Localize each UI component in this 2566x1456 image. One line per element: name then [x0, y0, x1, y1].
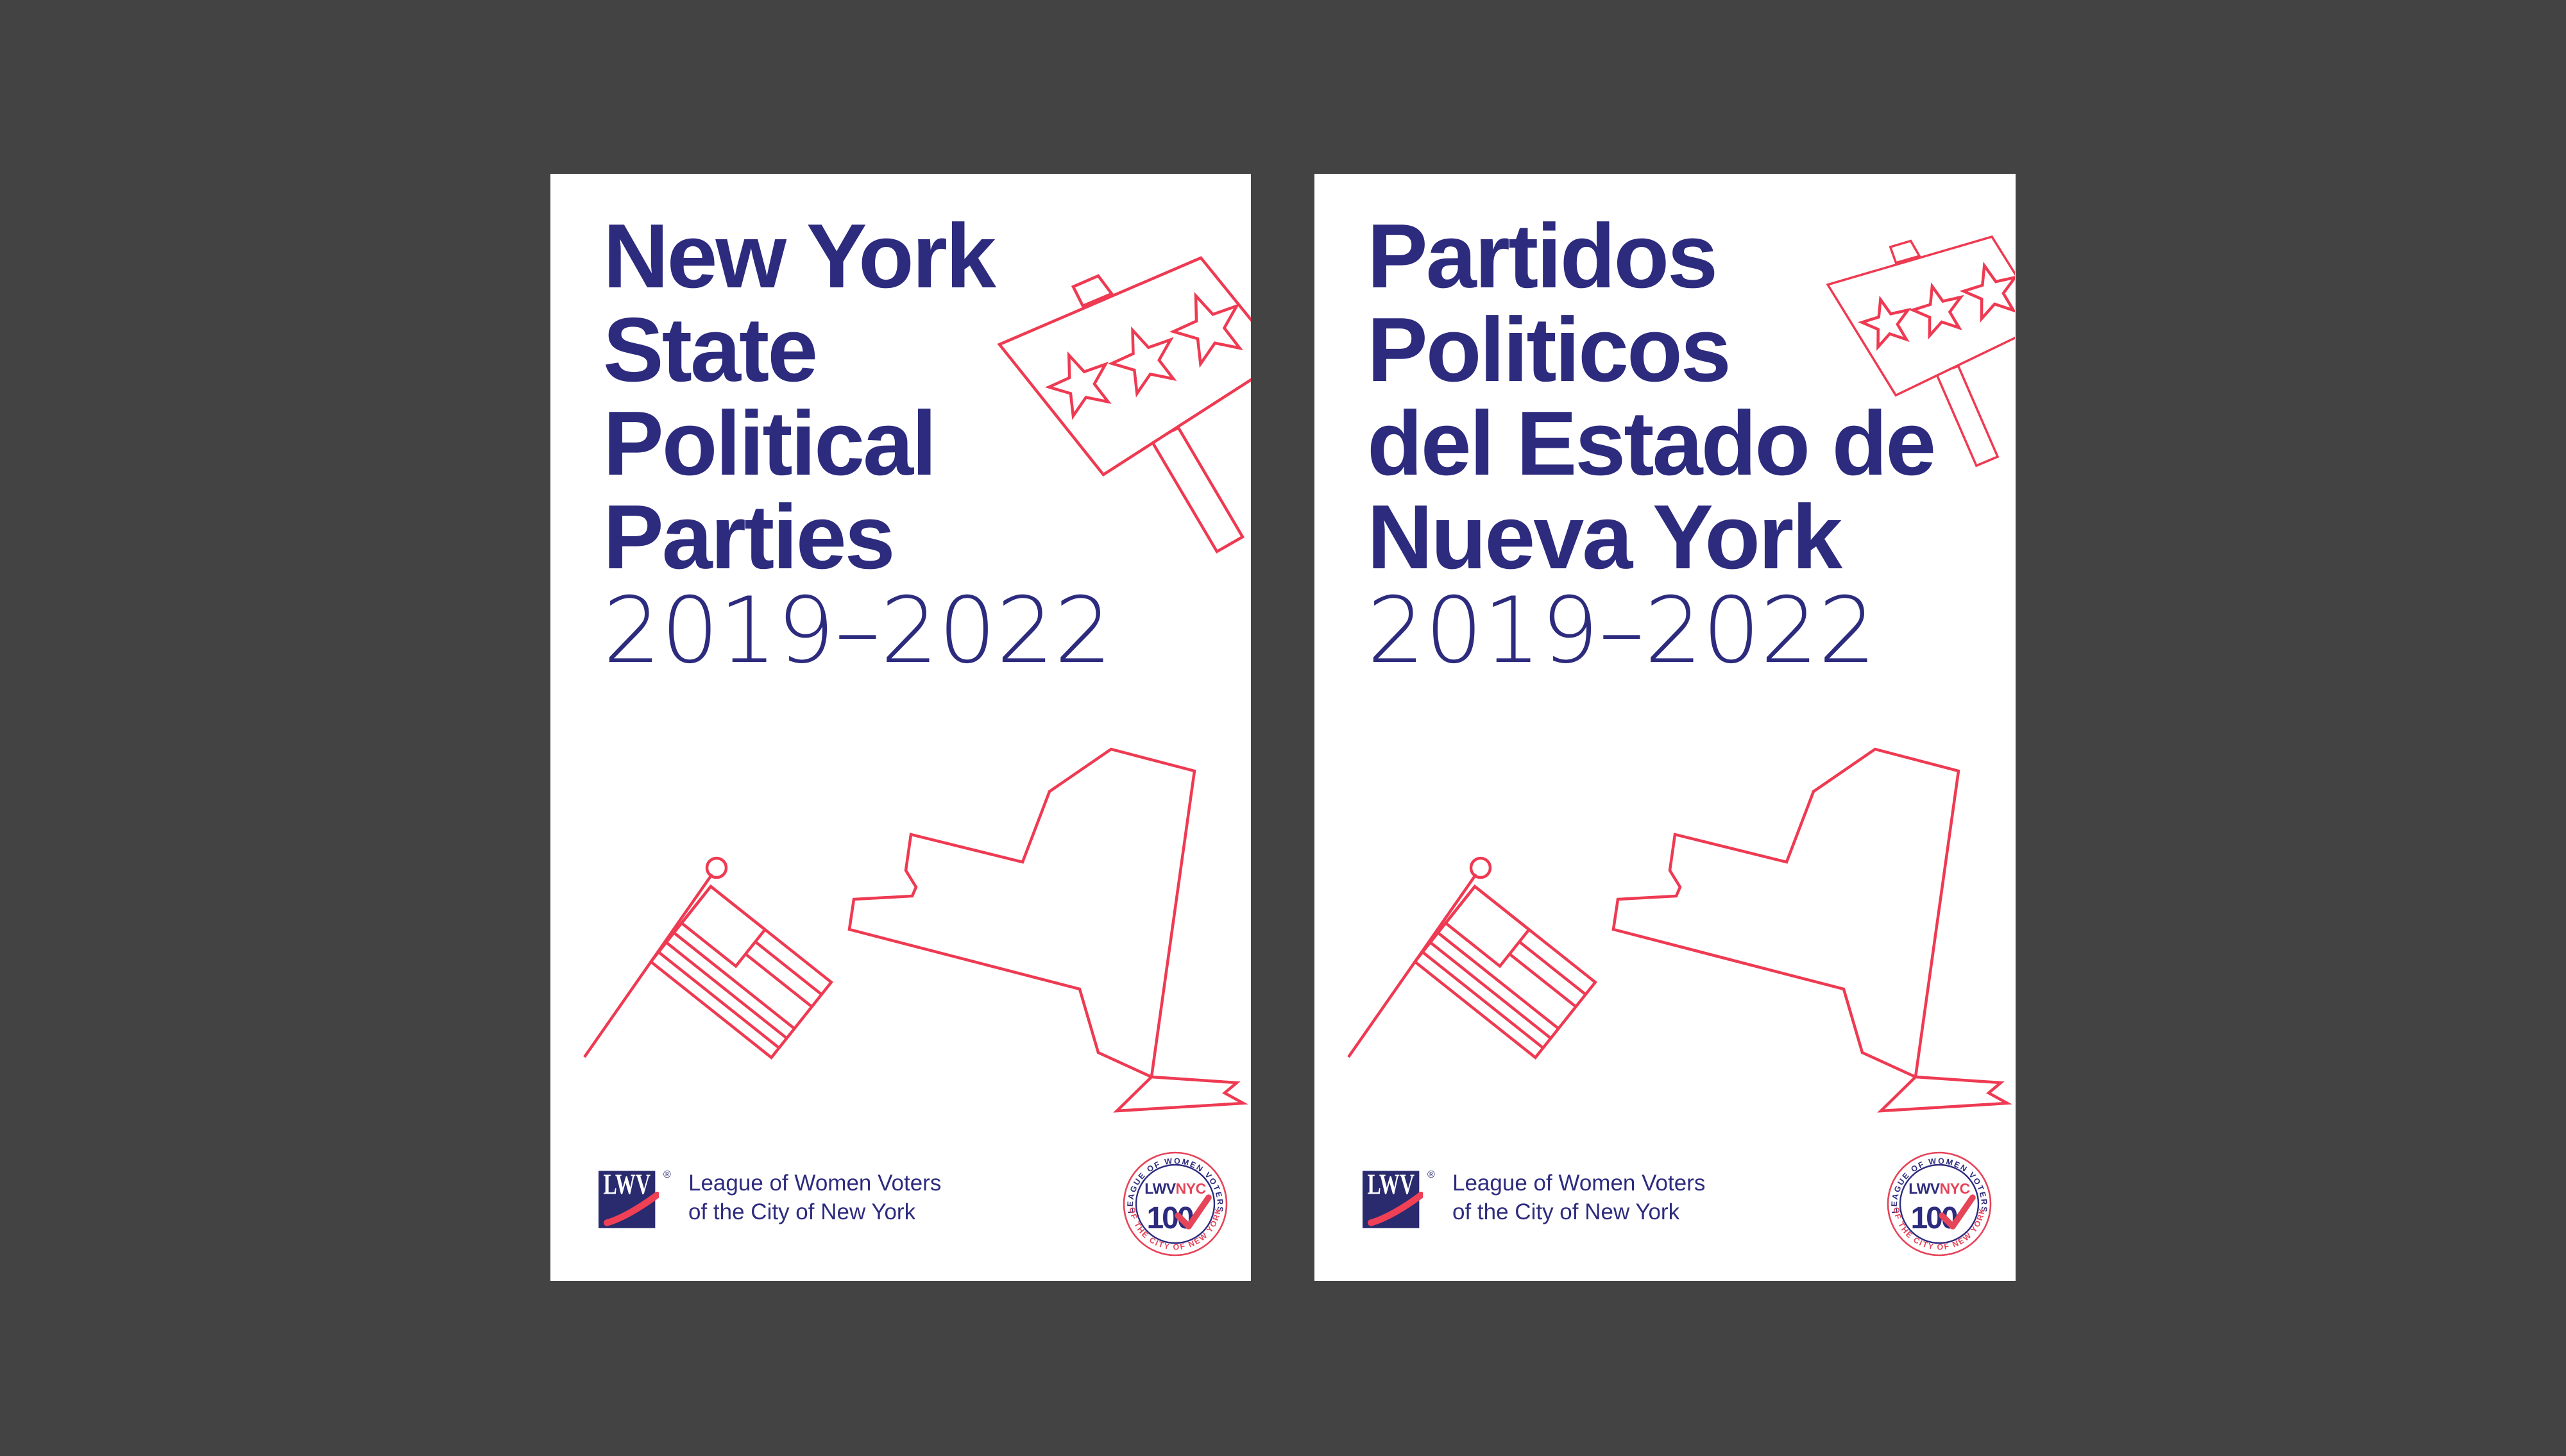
lwv-logo-letters: LWV	[604, 1171, 650, 1201]
lwv-swoosh-icon	[603, 1191, 659, 1226]
lwv-logo-letters: LWV	[1368, 1171, 1415, 1201]
cover-title-es: Partidos Politicos del Estado de Nueva Y…	[1367, 210, 1996, 678]
flag-finial	[1469, 856, 1492, 879]
lwv-logo: LWV	[599, 1171, 659, 1228]
badge-outer-ring	[1887, 1151, 1992, 1257]
org-name-line: of the City of New York	[688, 1199, 916, 1224]
title-line: Political	[603, 393, 937, 495]
picket-sign-icon	[999, 258, 1251, 552]
org-name-line: League of Women Voters	[688, 1171, 942, 1196]
badge-lwvnyc: LWVNYC	[1144, 1180, 1205, 1197]
org-name: League of Women Voters of the City of Ne…	[1452, 1169, 1705, 1226]
picket-sign-icon	[1808, 217, 2015, 472]
title-line: del Estado de	[1367, 393, 1936, 495]
registered-trademark: ®	[663, 1169, 671, 1180]
year-range: 2019–2022	[603, 578, 1112, 684]
title-line: State	[603, 299, 818, 401]
cover-title-en: New York State Political Parties 2019–20…	[603, 210, 1232, 678]
badge-check-icon	[1939, 1194, 1976, 1230]
flag-pole	[1347, 873, 1477, 1058]
badge-100: 100	[1146, 1201, 1193, 1235]
cover-illustrations-en	[583, 174, 1251, 1113]
flag-canton	[1443, 884, 1531, 969]
badge-inner-ring	[1899, 1164, 1980, 1244]
lwv-logo: LWV	[1363, 1171, 1423, 1228]
new-york-state-outline-icon	[847, 747, 1248, 1113]
lwv-swoosh-icon	[1367, 1191, 1423, 1226]
star-icon	[1908, 280, 1969, 338]
star-icon	[1858, 293, 1916, 349]
flag-pole	[583, 873, 713, 1058]
sign-tab	[1889, 239, 1921, 264]
badge-inner-ring	[1135, 1164, 1216, 1244]
cover-english: New York State Political Parties 2019–20…	[550, 174, 1251, 1281]
title-line: Politicos	[1367, 299, 1731, 401]
title-line: New York	[603, 205, 996, 307]
title-line: Partidos	[1367, 205, 1718, 307]
sign-tab	[1071, 274, 1114, 308]
cover-spanish: Partidos Politicos del Estado de Nueva Y…	[1314, 174, 2016, 1281]
org-name: League of Women Voters of the City of Ne…	[688, 1169, 941, 1226]
star-icon	[1103, 318, 1185, 398]
american-flag-icon	[583, 856, 833, 1060]
star-icon	[1164, 283, 1251, 369]
star-icon	[1958, 258, 2015, 321]
org-name-line: League of Women Voters	[1452, 1171, 1706, 1196]
org-name-line: of the City of New York	[1452, 1199, 1680, 1224]
flag-finial	[705, 856, 728, 879]
title-line: Nueva York	[1367, 486, 1842, 588]
year-range: 2019–2022	[1367, 578, 1876, 684]
badge-lwvnyc: LWVNYC	[1908, 1180, 1969, 1197]
badge-check-icon	[1175, 1194, 1212, 1230]
lwvnyc-100-badge: LEAGUE OF WOMEN VOTERS OF THE CITY OF NE…	[1887, 1151, 1992, 1257]
cover-illustrations-es	[1347, 174, 2015, 1113]
badge-outer-ring	[1123, 1151, 1228, 1257]
new-york-state-outline-icon	[1611, 747, 2012, 1113]
lwvnyc-100-badge: LEAGUE OF WOMEN VOTERS OF THE CITY OF NE…	[1123, 1151, 1228, 1257]
registered-trademark: ®	[1427, 1169, 1435, 1180]
badge-100: 100	[1910, 1201, 1957, 1235]
title-line: Parties	[603, 486, 896, 588]
flag-canton	[679, 884, 767, 969]
star-icon	[1041, 344, 1119, 420]
american-flag-icon	[1347, 856, 1597, 1060]
